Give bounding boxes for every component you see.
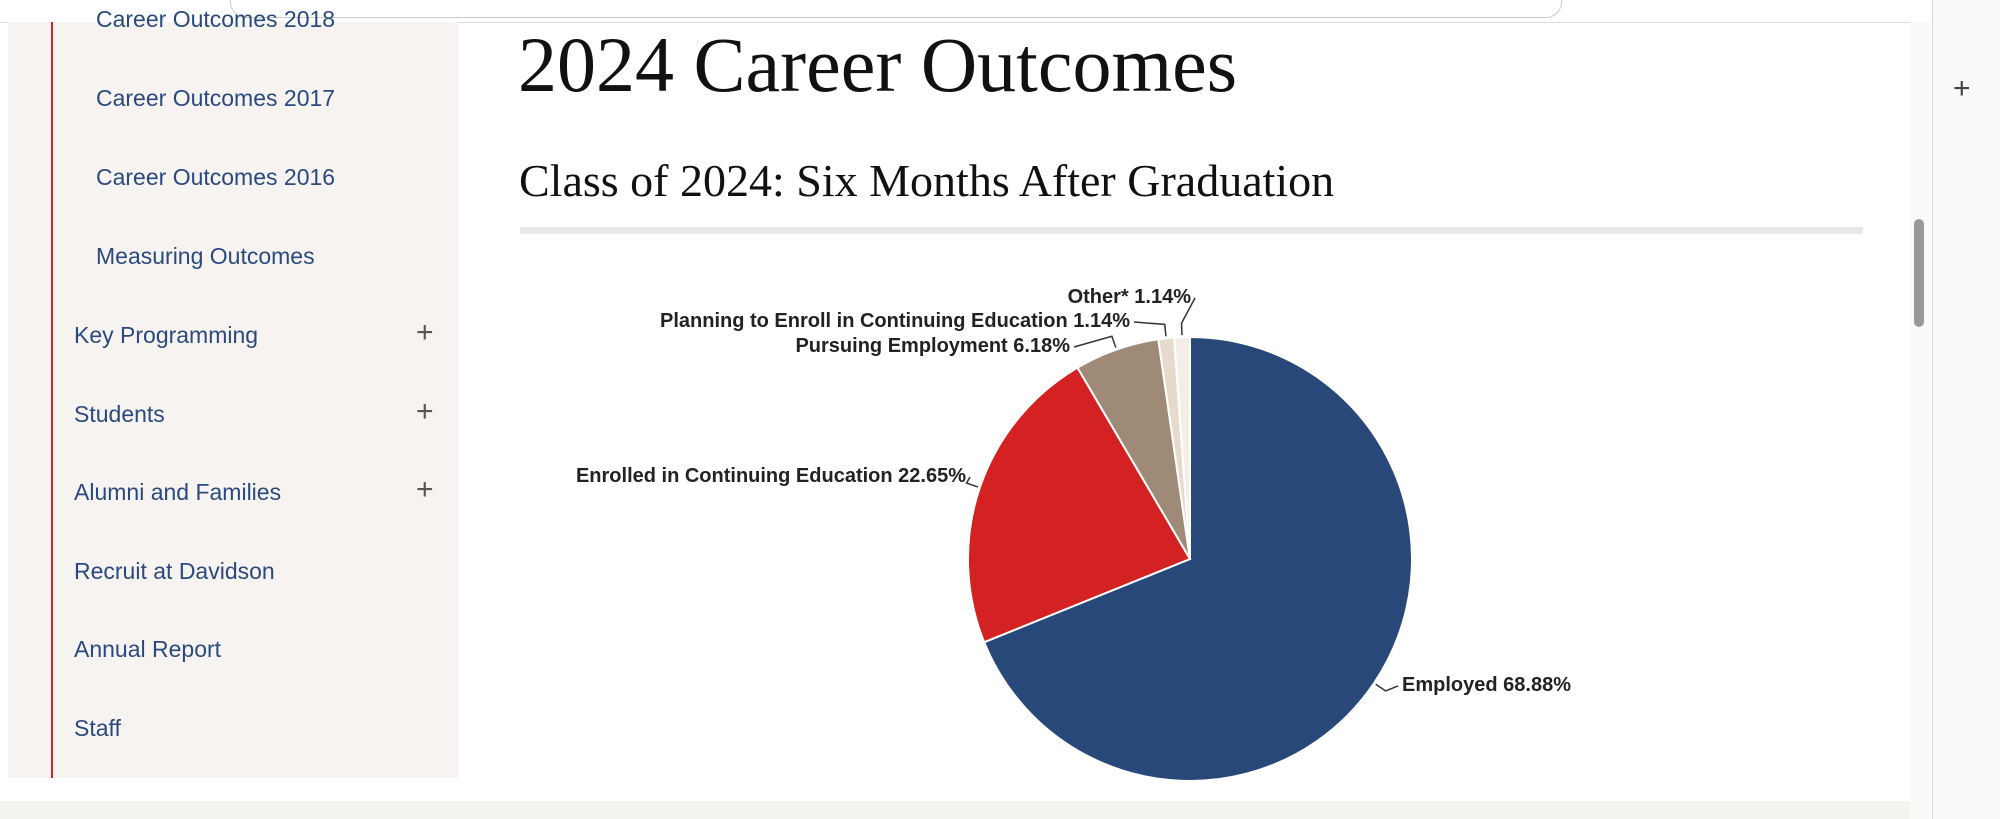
slice-label: Planning to Enroll in Continuing Educati… (660, 310, 1130, 332)
leader-line (1180, 297, 1196, 336)
nav-link[interactable]: Recruit at Davidson (74, 558, 275, 584)
nav-link[interactable]: Alumni and Families (74, 479, 282, 505)
nav-link[interactable]: Students (74, 401, 165, 427)
slice-name: Employed (1402, 674, 1498, 696)
leader-line (1375, 683, 1399, 692)
nav-link[interactable]: Career Outcomes 2018 (96, 6, 336, 32)
nav-link[interactable]: Annual Report (74, 636, 222, 662)
section-heading: Class of 2024: Six Months After Graduati… (519, 155, 1335, 206)
pie-slice (982, 335, 1413, 782)
nav-link[interactable]: Staff (74, 715, 121, 741)
page-heading: 2024 Career Outcomes (518, 21, 1238, 108)
expand-button[interactable]: + (416, 395, 434, 428)
slice-value: 1.14% (1134, 286, 1191, 308)
slice-name: Planning to Enroll in Continuing Educati… (660, 310, 1068, 332)
slice-name: Other* (1068, 286, 1129, 308)
slice-value: 6.18% (1013, 335, 1070, 357)
slice-value: 68.88% (1503, 674, 1571, 696)
slice-name: Enrolled in Continuing Education (576, 465, 893, 487)
nav-link[interactable]: Career Outcomes 2016 (96, 164, 336, 190)
slice-label: Pursuing Employment 6.18% (795, 335, 1070, 357)
slice-value: 22.65% (898, 465, 966, 487)
footer-strip (0, 801, 1910, 819)
leader-line (1133, 321, 1167, 337)
divider (520, 227, 1863, 234)
sidebar: Career Outcomes 2018 Career Outcomes 2017… (8, 6, 458, 778)
scrollbar[interactable] (1910, 22, 1930, 819)
slice-value: 1.14% (1073, 310, 1130, 332)
expand-button[interactable]: + (416, 473, 434, 506)
nav-link[interactable]: Career Outcomes 2017 (96, 85, 336, 111)
slice-name: Pursuing Employment (795, 335, 1008, 357)
leader-line (1073, 335, 1117, 348)
slice-label: Other* 1.14% (1068, 286, 1192, 308)
add-button[interactable]: + (1953, 72, 1971, 105)
pie-slice (1173, 335, 1191, 560)
slice-label: Employed 68.88% (1402, 674, 1571, 696)
nav-link[interactable]: Measuring Outcomes (96, 243, 315, 269)
leader-line (965, 476, 979, 488)
expand-button[interactable]: + (416, 316, 434, 349)
sidebar-accent (51, 22, 53, 778)
scroll-thumb[interactable] (1914, 219, 1924, 327)
slice-label: Enrolled in Continuing Education 22.65% (576, 465, 966, 487)
side-panel: + (1932, 0, 2000, 819)
nav-link[interactable]: Key Programming (74, 322, 259, 348)
pie-chart: Employed 68.88% Enrolled in Continuing Ed… (576, 286, 1571, 782)
pie-slice (967, 366, 1192, 644)
browser-bar (0, 0, 1930, 23)
